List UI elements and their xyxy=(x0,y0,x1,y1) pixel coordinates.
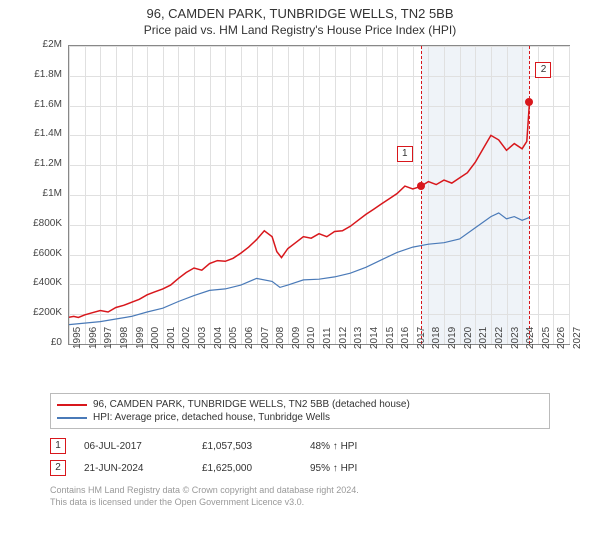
legend-swatch xyxy=(57,404,87,406)
x-axis-label: 2003 xyxy=(197,327,208,349)
chart-container: 96, CAMDEN PARK, TUNBRIDGE WELLS, TN2 5B… xyxy=(0,0,600,516)
x-axis-label: 2022 xyxy=(494,327,505,349)
y-axis-label: £1.6M xyxy=(22,99,62,110)
transaction-price: £1,625,000 xyxy=(202,463,292,474)
x-axis-label: 2008 xyxy=(275,327,286,349)
gridline-v xyxy=(569,46,570,344)
footer-line-1: Contains HM Land Registry data © Crown c… xyxy=(50,485,550,497)
x-axis-label: 2024 xyxy=(525,327,536,349)
x-axis-label: 2001 xyxy=(166,327,177,349)
transaction-date: 21-JUN-2024 xyxy=(84,463,184,474)
transaction-marker-line xyxy=(421,46,422,344)
y-axis-label: £1.2M xyxy=(22,158,62,169)
footer-line-2: This data is licensed under the Open Gov… xyxy=(50,497,550,509)
x-axis-label: 2016 xyxy=(400,327,411,349)
transaction-dot xyxy=(525,98,533,106)
x-axis-label: 2020 xyxy=(463,327,474,349)
x-axis-label: 2012 xyxy=(338,327,349,349)
x-axis-label: 2011 xyxy=(322,327,333,349)
y-axis-label: £400K xyxy=(22,277,62,288)
x-axis-label: 2018 xyxy=(431,327,442,349)
y-axis-label: £2M xyxy=(22,39,62,50)
transaction-row: 2 21-JUN-2024 £1,625,000 95% ↑ HPI xyxy=(50,457,550,479)
x-axis-label: 1998 xyxy=(119,327,130,349)
plot-region: 12 xyxy=(68,45,570,345)
x-axis-label: 1999 xyxy=(135,327,146,349)
x-axis-label: 2025 xyxy=(541,327,552,349)
transaction-index-box: 2 xyxy=(50,460,66,476)
legend-row: HPI: Average price, detached house, Tunb… xyxy=(57,411,543,424)
chart-area: 12 £0£200K£400K£600K£800K£1M£1.2M£1.4M£1… xyxy=(20,45,580,385)
footer-attribution: Contains HM Land Registry data © Crown c… xyxy=(50,485,550,516)
title-block: 96, CAMDEN PARK, TUNBRIDGE WELLS, TN2 5B… xyxy=(0,0,600,39)
x-axis-label: 1995 xyxy=(72,327,83,349)
legend-swatch xyxy=(57,417,87,419)
x-axis-label: 2010 xyxy=(306,327,317,349)
legend-row: 96, CAMDEN PARK, TUNBRIDGE WELLS, TN2 5B… xyxy=(57,398,543,411)
transaction-dot xyxy=(417,182,425,190)
x-axis-label: 2026 xyxy=(556,327,567,349)
x-axis-label: 1997 xyxy=(103,327,114,349)
transaction-pct: 95% ↑ HPI xyxy=(310,463,357,474)
transaction-date: 06-JUL-2017 xyxy=(84,441,184,452)
transactions-table: 1 06-JUL-2017 £1,057,503 48% ↑ HPI 2 21-JUN-2… xyxy=(50,435,550,479)
x-axis-label: 2021 xyxy=(478,327,489,349)
legend-label: HPI: Average price, detached house, Tunb… xyxy=(93,412,330,423)
x-axis-label: 2013 xyxy=(353,327,364,349)
series-line xyxy=(69,102,530,318)
y-axis-label: £1.4M xyxy=(22,128,62,139)
transaction-marker-box: 1 xyxy=(397,146,413,162)
transaction-marker-line xyxy=(529,46,530,344)
y-axis-label: £1M xyxy=(22,188,62,199)
y-axis-label: £0 xyxy=(22,337,62,348)
x-axis-label: 1996 xyxy=(88,327,99,349)
transaction-marker-box: 2 xyxy=(535,62,551,78)
series-line xyxy=(69,213,530,325)
x-axis-label: 2002 xyxy=(181,327,192,349)
x-axis-label: 2014 xyxy=(369,327,380,349)
x-axis-label: 2027 xyxy=(572,327,583,349)
y-axis-label: £1.8M xyxy=(22,69,62,80)
y-axis-label: £600K xyxy=(22,248,62,259)
x-axis-label: 2019 xyxy=(447,327,458,349)
legend-box: 96, CAMDEN PARK, TUNBRIDGE WELLS, TN2 5B… xyxy=(50,393,550,429)
x-axis-label: 2004 xyxy=(213,327,224,349)
address-title: 96, CAMDEN PARK, TUNBRIDGE WELLS, TN2 5B… xyxy=(0,6,600,21)
y-axis-label: £200K xyxy=(22,307,62,318)
legend-label: 96, CAMDEN PARK, TUNBRIDGE WELLS, TN2 5B… xyxy=(93,399,410,410)
x-axis-label: 2000 xyxy=(150,327,161,349)
x-axis-label: 2023 xyxy=(510,327,521,349)
subtitle: Price paid vs. HM Land Registry's House … xyxy=(0,23,600,37)
x-axis-label: 2015 xyxy=(385,327,396,349)
transaction-row: 1 06-JUL-2017 £1,057,503 48% ↑ HPI xyxy=(50,435,550,457)
x-axis-label: 2007 xyxy=(260,327,271,349)
x-axis-label: 2017 xyxy=(416,327,427,349)
line-series-svg xyxy=(69,46,569,344)
y-axis-label: £800K xyxy=(22,218,62,229)
x-axis-label: 2005 xyxy=(228,327,239,349)
transaction-price: £1,057,503 xyxy=(202,441,292,452)
transaction-pct: 48% ↑ HPI xyxy=(310,441,357,452)
transaction-index-box: 1 xyxy=(50,438,66,454)
x-axis-label: 2006 xyxy=(244,327,255,349)
x-axis-label: 2009 xyxy=(291,327,302,349)
